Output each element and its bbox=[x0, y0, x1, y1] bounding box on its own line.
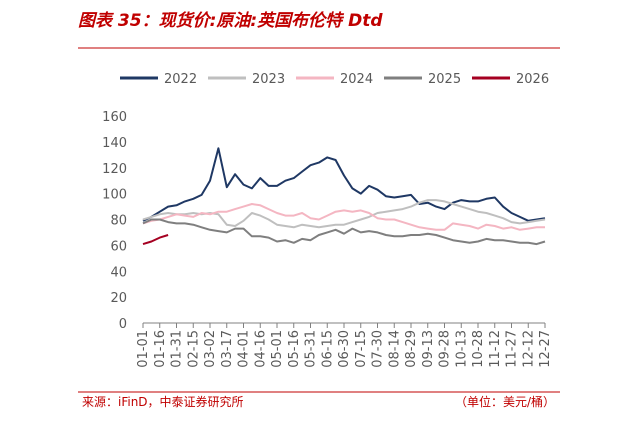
series-line bbox=[142, 199, 546, 229]
x-tick-label: 05-31 bbox=[304, 330, 319, 368]
x-tick-label: 03-02 bbox=[203, 330, 218, 368]
x-tick-label: 11-12 bbox=[488, 330, 503, 368]
x-tick-label: 05-01 bbox=[270, 330, 285, 368]
chart-title: 图表 35：现货价:原油:英国布伦特 Dtd bbox=[78, 11, 383, 31]
x-tick-label: 10-28 bbox=[471, 330, 486, 368]
y-tick-label: 20 bbox=[110, 291, 127, 306]
series-line bbox=[142, 147, 546, 222]
series-line bbox=[142, 203, 545, 231]
y-tick-label: 60 bbox=[110, 239, 127, 254]
source: 来源：iFinD，中泰证券研究所 bbox=[82, 394, 244, 409]
series-line bbox=[142, 234, 169, 246]
x-tick-label: 12-12 bbox=[521, 330, 536, 368]
x-tick-label: 01-31 bbox=[170, 330, 185, 368]
x-tick-label: 04-01 bbox=[237, 330, 252, 368]
y-tick-label: 80 bbox=[110, 214, 127, 229]
unit: （单位：美元/桶） bbox=[455, 394, 555, 409]
y-tick-label: 0 bbox=[119, 317, 127, 332]
x-tick-label: 05-16 bbox=[287, 330, 302, 368]
x-tick-label: 08-29 bbox=[404, 330, 419, 368]
y-tick-label: 100 bbox=[102, 188, 127, 203]
x-tick-label: 07-30 bbox=[371, 330, 386, 368]
x-tick-label: 06-30 bbox=[337, 330, 352, 368]
x-tick-label: 01-16 bbox=[153, 330, 168, 368]
x-tick-label: 07-15 bbox=[354, 330, 369, 368]
x-tick-label: 10-13 bbox=[454, 330, 469, 368]
y-tick-label: 140 bbox=[102, 136, 127, 151]
x-tick-label: 04-16 bbox=[253, 330, 268, 368]
series-line bbox=[142, 218, 546, 246]
legend-label: 2026 bbox=[516, 72, 549, 87]
y-tick-label: 120 bbox=[102, 162, 127, 177]
x-tick-label: 06-15 bbox=[320, 330, 335, 368]
y-tick-label: 160 bbox=[102, 110, 127, 125]
x-tick-label: 01-01 bbox=[136, 330, 151, 368]
x-tick-label: 12-27 bbox=[538, 330, 553, 368]
legend-label: 2025 bbox=[428, 72, 461, 87]
x-tick-label: 09-28 bbox=[438, 330, 453, 368]
x-tick-label: 08-14 bbox=[387, 330, 402, 368]
legend-label: 2022 bbox=[164, 72, 197, 87]
legend-label: 2023 bbox=[252, 72, 285, 87]
y-tick-label: 40 bbox=[110, 265, 127, 280]
x-tick-label: 09-13 bbox=[421, 330, 436, 368]
x-tick-label: 03-17 bbox=[220, 330, 235, 368]
x-tick-label: 11-27 bbox=[505, 330, 520, 368]
legend-label: 2024 bbox=[340, 72, 373, 87]
x-tick-label: 02-15 bbox=[186, 330, 201, 368]
